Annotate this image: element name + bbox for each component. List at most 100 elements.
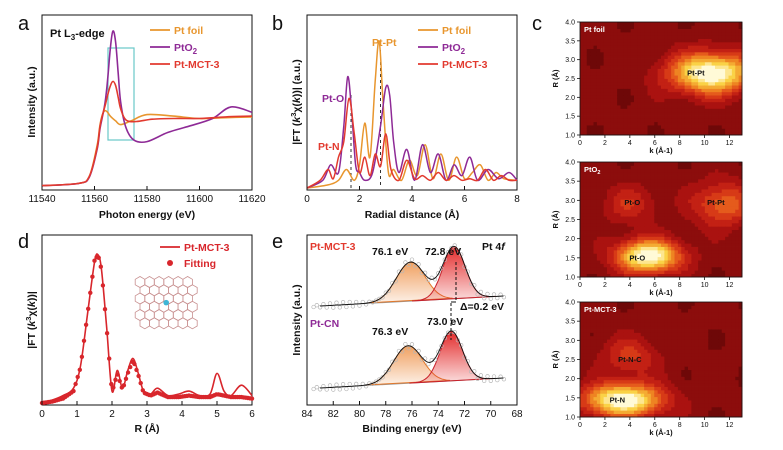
wavelet-cell [590,359,594,364]
wavelet-cell [694,246,699,251]
wavelet-cell [704,195,709,200]
wavelet-cell [590,362,594,367]
wavelet-cell [644,65,648,69]
wavelet-cell [627,400,632,404]
wavelet-cell [671,125,675,129]
wavelet-cell [644,253,648,258]
wavelet-cell [607,312,611,316]
wavelet-cell [664,379,669,384]
wavelet-cell [721,239,726,244]
wavelet-cell [607,246,611,251]
wavelet-cell [644,410,648,415]
wavelet-cell [711,168,716,173]
wavelet-cell [583,249,588,254]
wavelet-cell [731,270,736,275]
wavelet-cell [640,61,645,66]
wavelet-cell [590,88,594,93]
wavelet-cell [674,233,679,237]
wavelet-cell [583,31,588,36]
wavelet-cell [580,345,584,350]
wavelet-cell [701,249,706,254]
wavelet-cell [583,236,588,241]
wavelet-cell [657,121,662,126]
wavelet-cell [671,305,675,310]
wavelet-cell [586,410,591,415]
wavelet-cell [681,266,686,271]
wavelet-cell [694,212,699,217]
wavelet-cell [691,195,696,200]
wavelet-cell [613,162,618,166]
wavelet-cell [681,85,686,89]
wavelet-cell [583,406,588,411]
wavelet-cell [657,256,662,261]
wavelet-cell [596,121,601,126]
wavelet-cell [586,222,591,227]
wavelet-cell [640,178,645,183]
wavelet-cell [664,256,669,261]
wavelet-cell [620,302,625,306]
wavelet-cell [657,369,662,374]
wavelet-cell [704,359,709,364]
wavelet-cell [684,61,689,66]
wavelet-cell [718,121,723,126]
wavelet-cell [691,302,696,306]
wavelet-cell [728,216,733,220]
wavelet-cell [715,55,719,59]
wavelet-cell [674,386,679,391]
wavelet-cell [735,256,740,261]
wavelet-cell [704,202,709,207]
wavelet-cell [603,81,608,86]
wavelet-cell [586,379,591,384]
wavelet-cell [667,219,672,224]
wavelet-cell [637,209,642,214]
wavelet-cell [688,205,692,210]
wavelet-cell [704,212,709,217]
wavelet-cell [701,88,706,93]
wavelet-cell [620,212,625,217]
wavelet-cell [664,28,669,33]
wavelet-cell [704,356,709,360]
wavelet-cell [691,345,696,350]
wavelet-cell [596,379,601,384]
wavelet-cell [691,22,696,26]
wavelet-cell [610,168,615,173]
wavelet-cell [596,266,601,271]
wavelet-cell [731,85,736,89]
wavelet-cell [654,175,659,180]
wavelet-cell [600,45,605,49]
wavelet-cell [657,131,662,136]
wavelet-cell [738,236,743,241]
wavelet-cell [647,256,652,261]
wavelet-cell [661,403,665,408]
wavelet-cell [617,312,621,316]
wavelet-cell [627,263,632,268]
wavelet-cell [600,302,605,306]
wavelet-cell [671,22,675,26]
wavelet-cell [580,253,584,258]
wavelet-cell [704,199,709,203]
wavelet-cell [677,246,682,251]
xps-data-point [475,292,480,297]
wavelet-cell [671,25,675,30]
wavelet-cell [596,236,601,241]
wavelet-cell [721,61,726,66]
wavelet-cell [661,239,665,244]
wavelet-cell [684,175,689,180]
wavelet-cell [644,352,648,357]
wavelet-cell [721,172,726,176]
wavelet-cell [613,219,618,224]
panel-d-x-tick-label: 4 [179,409,185,420]
wavelet-cell [661,125,665,129]
wavelet-cell [701,219,706,224]
wavelet-cell [674,389,679,394]
wavelet-cell [586,406,591,411]
wavelet-cell [583,400,588,404]
wavelet-cell [610,362,615,367]
wavelet-cell [704,376,709,381]
wavelet-cell [610,209,615,214]
wavelet-cell [613,366,618,371]
wavelet-cell [640,38,645,43]
wavelet-cell [715,249,719,254]
wavelet-cell [681,236,686,241]
wavelet-cell [650,356,655,360]
